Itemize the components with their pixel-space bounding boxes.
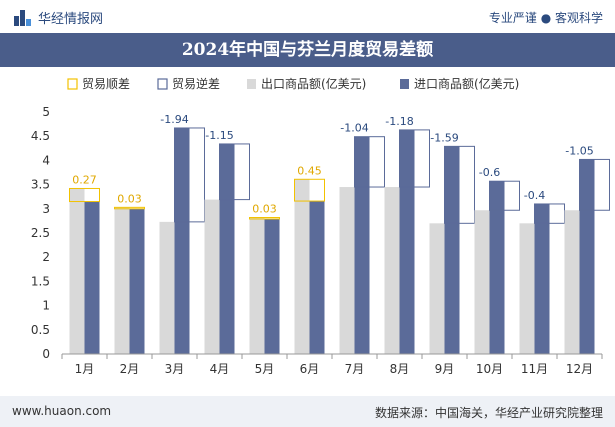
y-tick-label: 0 [42, 347, 50, 361]
footer-url[interactable]: www.huaon.com [12, 404, 112, 418]
x-axis: 1月 2月 3月 4月 5月 6月 7月 8月 9月 10月 11月 12月 [61, 353, 603, 376]
bar-trade-surplus [249, 217, 280, 220]
chart: 贸易顺差 贸易逆差 出口商品额(亿美元) 进口商品额(亿美元) 0 0.5 1 1.5 2 2.… [31, 76, 610, 376]
bar-import [534, 203, 550, 354]
x-tick-label: 5月 [255, 362, 275, 376]
chart-title: 2024年中国与芬兰月度贸易差额 [0, 33, 615, 67]
legend: 贸易顺差 贸易逆差 出口商品额(亿美元) 进口商品额(亿美元) [67, 76, 519, 91]
x-tick-label: 11月 [521, 362, 548, 376]
bar-export [69, 188, 85, 354]
balance-data-label: 0.45 [297, 164, 322, 177]
legend-label-export: 出口商品额(亿美元) [261, 76, 366, 91]
bar-trade-deficit [219, 143, 250, 201]
legend-swatch-deficit [157, 78, 168, 90]
x-tick-label: 6月 [300, 362, 320, 376]
bar-export [294, 179, 310, 354]
x-tick-label: 3月 [165, 362, 185, 376]
bar-trade-deficit [489, 180, 520, 211]
bar-import [129, 208, 145, 354]
y-tick-label: 3.5 [31, 178, 50, 192]
bar-trade-deficit [354, 136, 385, 188]
legend-swatch-surplus [67, 78, 78, 90]
x-tick-label: 12月 [566, 362, 593, 376]
bar-import [264, 218, 280, 354]
y-tick-label: 1.5 [31, 274, 50, 288]
y-tick-label: 4.5 [31, 129, 50, 143]
legend-label-deficit: 贸易逆差 [172, 76, 220, 91]
bar-export [339, 187, 355, 354]
x-tick-label: 2月 [120, 362, 140, 376]
balance-data-label: 0.27 [72, 173, 97, 186]
bar-export [384, 187, 400, 354]
bar-export [159, 221, 175, 354]
y-tick-label: 1 [42, 299, 50, 313]
y-axis: 0 0.5 1 1.5 2 2.5 3 3.5 4 4.5 5 [31, 105, 50, 361]
bar-import [579, 159, 595, 354]
legend-label-import: 进口商品额(亿美元) [414, 76, 519, 91]
y-tick-label: 0.5 [31, 323, 50, 337]
bar-trade-deficit [399, 129, 430, 188]
bar-export [519, 223, 535, 354]
x-tick-label: 1月 [75, 362, 95, 376]
bar-export [249, 217, 265, 354]
bar-export [429, 223, 445, 354]
bar-trade-surplus [294, 178, 325, 202]
y-tick-label: 4 [42, 153, 50, 167]
bar-import [309, 201, 325, 354]
x-tick-label: 7月 [345, 362, 365, 376]
bar-export [474, 210, 490, 354]
bar-trade-surplus [114, 206, 145, 210]
bar-trade-deficit [174, 127, 205, 223]
bar-export [564, 210, 580, 354]
bar-import [174, 127, 190, 354]
balance-data-label: -0.4 [524, 189, 545, 202]
x-tick-label: 9月 [435, 362, 455, 376]
brand-name: 华经情报网 [38, 12, 104, 27]
balance-data-label: -1.59 [430, 131, 458, 144]
y-tick-label: 5 [42, 105, 50, 119]
brand[interactable]: 华经情报网 [14, 8, 103, 27]
bar-export [114, 207, 130, 354]
bar-trade-deficit [444, 145, 475, 224]
bars: 0.27 0.03 -1.94 -1.15 0.03 0.45 -1.04 -1.18 -1.5… [69, 113, 610, 354]
bar-trade-deficit [579, 158, 610, 211]
legend-label-surplus: 贸易顺差 [82, 77, 130, 91]
balance-data-label: -1.05 [565, 144, 593, 157]
x-tick-label: 10月 [476, 362, 503, 376]
bar-import [354, 136, 370, 354]
balance-data-label: 0.03 [252, 203, 277, 216]
bar-import [489, 181, 505, 354]
y-tick-label: 2 [42, 250, 50, 264]
bar-trade-surplus [69, 187, 100, 203]
y-tick-label: 2.5 [31, 226, 50, 240]
balance-data-label: -1.04 [340, 122, 368, 135]
bar-export [204, 199, 220, 354]
bar-import [219, 143, 235, 354]
legend-swatch-export [247, 79, 256, 89]
bar-import [84, 201, 100, 354]
tagline: 专业严谨 ● 客观科学 [488, 11, 603, 25]
top-bar: 华经情报网 专业严谨 ● 客观科学 [0, 0, 615, 33]
y-tick-label: 3 [42, 202, 50, 216]
balance-data-label: -1.18 [385, 115, 413, 128]
balance-data-label: 0.03 [117, 192, 142, 205]
footer-source: 数据来源：中国海关，华经产业研究院整理 [374, 406, 603, 420]
footer: www.huaon.com 数据来源：中国海关，华经产业研究院整理 [0, 396, 615, 427]
balance-data-label: -0.6 [479, 166, 500, 179]
balance-data-label: -1.15 [205, 129, 233, 142]
bar-import [399, 129, 415, 354]
x-tick-label: 4月 [210, 362, 230, 376]
balance-data-label: -1.94 [160, 113, 188, 126]
legend-swatch-import [400, 79, 409, 89]
x-tick-label: 8月 [390, 362, 410, 376]
bar-chart-logo-icon [14, 9, 32, 26]
bar-import [444, 146, 460, 354]
